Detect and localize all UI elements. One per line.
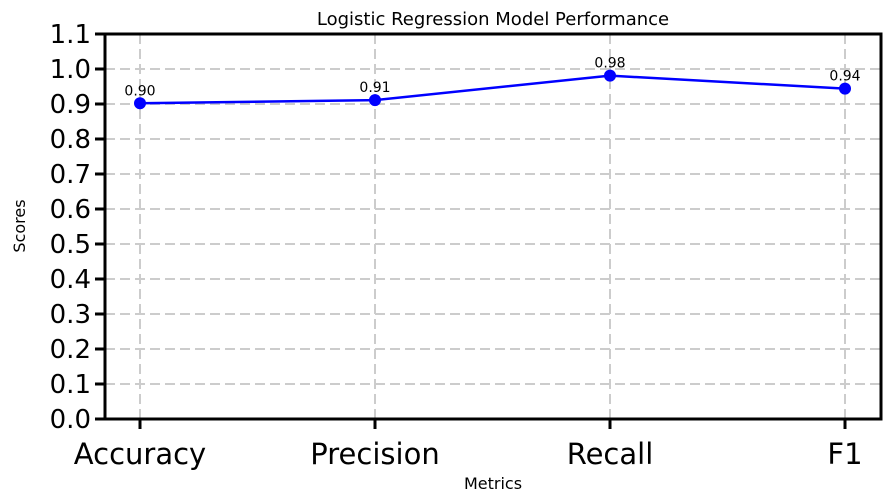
x-tick-label: Recall — [567, 437, 654, 471]
x-tick-label: F1 — [827, 437, 862, 471]
chart-title: Logistic Regression Model Performance — [317, 9, 669, 30]
data-point — [839, 82, 851, 95]
x-tick-label: Accuracy — [74, 437, 206, 471]
grid — [105, 33, 881, 420]
y-tick-label: 0.4 — [50, 265, 91, 295]
y-tick-label: 1.1 — [50, 20, 91, 50]
plot-frame — [103, 32, 883, 421]
y-tick-label: 0.2 — [50, 335, 91, 365]
data-point — [369, 94, 381, 107]
data-point — [604, 69, 616, 82]
data-label: 0.90 — [124, 83, 155, 99]
y-tick-label: 0.0 — [50, 405, 91, 435]
y-tick-label: 0.6 — [50, 195, 91, 225]
series-line — [139, 74, 846, 105]
series-scores: 0.90 0.91 0.98 0.94 — [124, 56, 861, 110]
y-tick-label: 1.0 — [50, 55, 91, 85]
y-tick-label: 0.1 — [50, 370, 91, 400]
data-point — [134, 97, 146, 110]
y-axis-label: Scores — [10, 199, 29, 252]
y-tick-label: 0.5 — [50, 230, 91, 260]
y-tick-label: 0.3 — [50, 300, 91, 330]
axes: 0.0 0.1 0.2 0.3 0.4 0.5 0.6 0.7 0.8 0.9 1.0 1.1 Accu… — [50, 20, 883, 471]
data-label: 0.98 — [594, 56, 625, 72]
x-tick-label: Precision — [310, 437, 439, 471]
y-tick-label: 0.9 — [50, 90, 91, 120]
x-axis-label: Metrics — [464, 474, 522, 493]
data-label: 0.94 — [829, 69, 860, 85]
y-tick-label: 0.7 — [50, 160, 91, 190]
data-label: 0.91 — [359, 80, 390, 96]
y-tick-label: 0.8 — [50, 125, 91, 155]
